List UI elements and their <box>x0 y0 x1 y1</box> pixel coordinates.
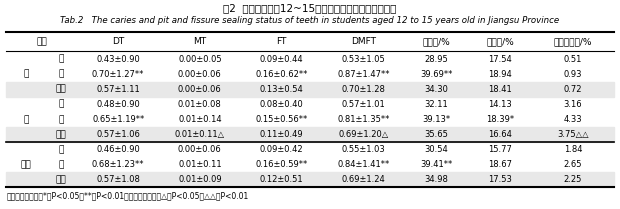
Text: 2.65: 2.65 <box>564 160 582 169</box>
Text: 34.98: 34.98 <box>424 175 448 184</box>
Text: 4.33: 4.33 <box>564 115 582 124</box>
Text: 0.51: 0.51 <box>564 55 582 64</box>
Text: 男: 男 <box>58 100 64 109</box>
Text: 合计: 合计 <box>20 160 31 169</box>
Text: 34.30: 34.30 <box>424 85 448 94</box>
Text: 0.01±0.08: 0.01±0.08 <box>178 100 222 109</box>
Text: 39.69**: 39.69** <box>420 70 453 79</box>
Text: 充填率/%: 充填率/% <box>486 37 514 46</box>
Text: 0.01±0.09: 0.01±0.09 <box>178 175 222 184</box>
Text: 0.57±1.06: 0.57±1.06 <box>96 130 140 139</box>
Text: 0.65±1.19**: 0.65±1.19** <box>92 115 144 124</box>
Text: 18.41: 18.41 <box>488 85 512 94</box>
Text: 0.53±1.05: 0.53±1.05 <box>342 55 385 64</box>
Text: 0.01±0.11△: 0.01±0.11△ <box>175 130 225 139</box>
Bar <box>6 172 614 187</box>
Text: 患龋率/%: 患龋率/% <box>422 37 450 46</box>
Text: 0.69±1.20△: 0.69±1.20△ <box>338 130 388 139</box>
Text: 0.87±1.47**: 0.87±1.47** <box>337 70 389 79</box>
Text: 15.77: 15.77 <box>488 145 512 154</box>
Text: 0.16±0.62**: 0.16±0.62** <box>255 70 308 79</box>
Text: 与同组男性相比，*；P<0.05，**；P<0.01；与城市组相比，△；P<0.05，△△；P<0.01: 与同组男性相比，*；P<0.05，**；P<0.01；与城市组相比，△；P<0.… <box>6 191 249 200</box>
Text: Tab.2   The caries and pit and fissure sealing status of teeth in students aged : Tab.2 The caries and pit and fissure sea… <box>60 16 560 25</box>
Text: 0.09±0.42: 0.09±0.42 <box>260 145 303 154</box>
Text: 0.01±0.14: 0.01±0.14 <box>178 115 222 124</box>
Text: 39.13*: 39.13* <box>422 115 450 124</box>
Text: 39.41**: 39.41** <box>420 160 452 169</box>
Text: 0.43±0.90: 0.43±0.90 <box>96 55 140 64</box>
Text: 0.08±0.40: 0.08±0.40 <box>260 100 303 109</box>
Text: 14.13: 14.13 <box>488 100 512 109</box>
Text: 0.12±0.51: 0.12±0.51 <box>260 175 303 184</box>
Text: 18.39*: 18.39* <box>486 115 514 124</box>
Text: 0.00±0.05: 0.00±0.05 <box>178 55 222 64</box>
Text: 3.75△△: 3.75△△ <box>557 130 589 139</box>
Text: DT: DT <box>112 37 124 46</box>
Text: 0.55±1.03: 0.55±1.03 <box>342 145 385 154</box>
Text: 17.53: 17.53 <box>488 175 512 184</box>
Text: 0.69±1.24: 0.69±1.24 <box>342 175 385 184</box>
Text: 35.65: 35.65 <box>424 130 448 139</box>
Text: 0.00±0.06: 0.00±0.06 <box>178 145 222 154</box>
Text: 0.15±0.56**: 0.15±0.56** <box>255 115 308 124</box>
Text: 0.70±1.27**: 0.70±1.27** <box>92 70 144 79</box>
Text: 3.16: 3.16 <box>564 100 582 109</box>
Text: 女: 女 <box>58 160 64 169</box>
Text: 0.00±0.06: 0.00±0.06 <box>178 85 222 94</box>
Text: 0.93: 0.93 <box>564 70 582 79</box>
Text: 2.25: 2.25 <box>564 175 582 184</box>
Text: 合计: 合计 <box>56 85 66 94</box>
Text: 0.72: 0.72 <box>564 85 582 94</box>
Text: 0.57±1.01: 0.57±1.01 <box>342 100 385 109</box>
Text: 女: 女 <box>58 115 64 124</box>
Text: 0.81±1.35**: 0.81±1.35** <box>337 115 389 124</box>
Text: 32.11: 32.11 <box>424 100 448 109</box>
Text: 0.57±1.08: 0.57±1.08 <box>96 175 140 184</box>
Text: 0.48±0.90: 0.48±0.90 <box>96 100 140 109</box>
Text: 0.84±1.41**: 0.84±1.41** <box>337 160 389 169</box>
Text: 0.16±0.59**: 0.16±0.59** <box>255 160 308 169</box>
Text: 17.54: 17.54 <box>488 55 512 64</box>
Text: 合计: 合计 <box>56 175 66 184</box>
Text: 0.13±0.54: 0.13±0.54 <box>260 85 303 94</box>
Text: 18.67: 18.67 <box>488 160 512 169</box>
Text: 0.09±0.44: 0.09±0.44 <box>260 55 303 64</box>
Text: 0.00±0.06: 0.00±0.06 <box>178 70 222 79</box>
Text: 28.95: 28.95 <box>424 55 448 64</box>
Text: FT: FT <box>277 37 287 46</box>
Text: 男: 男 <box>58 55 64 64</box>
Text: 窝沟封闭率/%: 窝沟封闭率/% <box>554 37 592 46</box>
Text: 合计: 合计 <box>56 130 66 139</box>
Text: 男: 男 <box>58 145 64 154</box>
Text: DMFT: DMFT <box>351 37 376 46</box>
Text: 0.57±1.11: 0.57±1.11 <box>96 85 140 94</box>
Text: MT: MT <box>193 37 206 46</box>
Text: 0.11±0.49: 0.11±0.49 <box>260 130 303 139</box>
Text: 城: 城 <box>23 70 29 79</box>
Text: 30.54: 30.54 <box>424 145 448 154</box>
Bar <box>6 82 614 97</box>
Text: 0.01±0.11: 0.01±0.11 <box>178 160 222 169</box>
Text: 乡: 乡 <box>23 115 29 124</box>
Text: 表2  江苏省城、乡12~15岁中学生患龋及窝沟封闭情况: 表2 江苏省城、乡12~15岁中学生患龋及窝沟封闭情况 <box>223 3 397 13</box>
Text: 女: 女 <box>58 70 64 79</box>
Text: 0.70±1.28: 0.70±1.28 <box>342 85 385 94</box>
Text: 1.84: 1.84 <box>564 145 582 154</box>
Text: 18.94: 18.94 <box>488 70 512 79</box>
Text: 16.64: 16.64 <box>488 130 512 139</box>
Text: 0.68±1.23**: 0.68±1.23** <box>92 160 144 169</box>
Text: 分组: 分组 <box>37 37 47 46</box>
Text: 0.46±0.90: 0.46±0.90 <box>96 145 140 154</box>
Bar <box>6 127 614 142</box>
